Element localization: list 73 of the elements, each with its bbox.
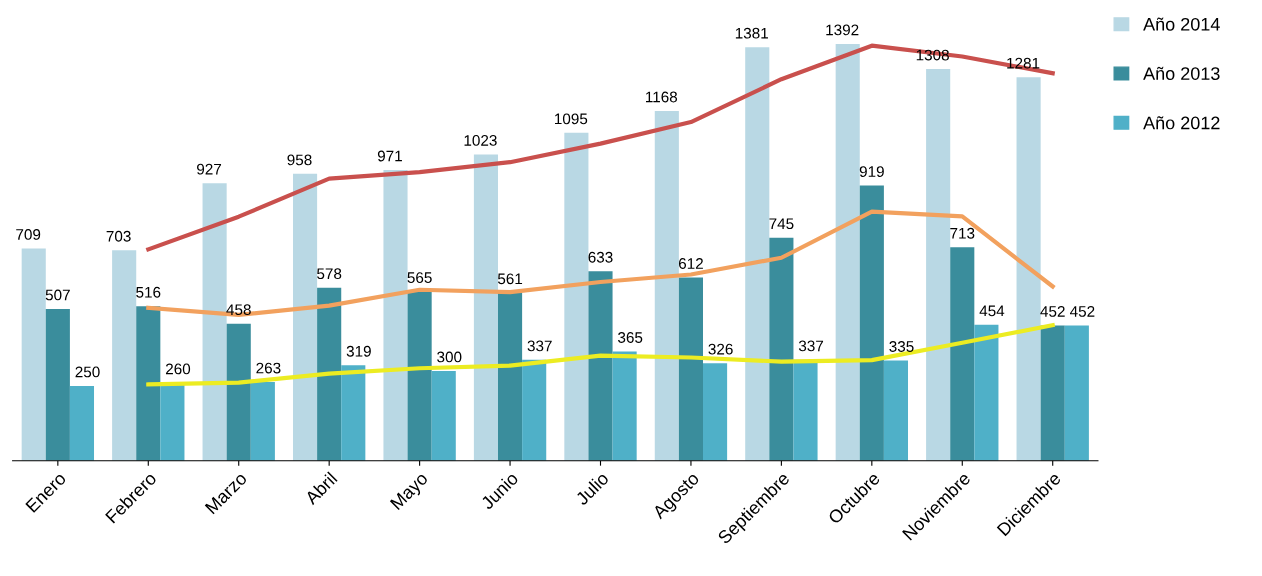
bar [745,47,770,461]
bar [654,110,679,461]
data-label: 337 [527,340,552,352]
bar [564,132,589,461]
bar [612,351,637,461]
bar [112,250,137,461]
bar [498,292,523,461]
bar [21,248,46,461]
bar [926,69,951,461]
bar [769,237,794,461]
data-label: 958 [287,154,312,166]
legend-label: Año 2013 [1143,66,1220,80]
data-label: 971 [377,150,402,162]
data-label: 703 [106,230,131,242]
data-label: 578 [317,268,342,280]
legend-label: Año 2012 [1143,116,1220,130]
data-label: 713 [950,227,975,239]
bar [473,154,498,461]
bar [703,363,728,461]
bar [1040,325,1065,461]
bar [588,271,613,461]
data-label: 365 [618,332,643,343]
data-label: 300 [437,351,462,363]
data-label: 260 [165,363,191,375]
bar [136,306,161,461]
data-label: 633 [588,251,613,263]
bar [950,247,975,461]
data-label: 927 [197,163,222,175]
x-tick-label: Julio [574,471,610,506]
data-label: 335 [889,341,914,352]
data-label: 458 [226,304,251,316]
data-label: 745 [769,218,794,230]
data-label: 1023 [464,135,497,146]
bar [835,43,860,461]
bar [407,291,432,461]
bar [883,360,909,461]
bar [202,183,227,461]
data-label: 612 [678,258,703,269]
bar [522,359,547,461]
data-label: 919 [859,166,884,177]
data-label: 516 [136,286,161,298]
data-label: 454 [979,305,1005,317]
bar [1016,77,1041,461]
data-label: 709 [16,229,41,240]
bar [317,287,342,461]
data-label: 337 [798,340,824,352]
data-label: 1392 [826,24,859,36]
bar [45,308,70,461]
data-label: 1308 [916,49,949,61]
bar [250,382,275,461]
data-label: 561 [497,273,523,285]
data-label: 1095 [555,113,588,125]
bar [678,277,703,461]
bar [859,185,884,461]
data-label: 319 [346,345,371,357]
bar [383,169,408,461]
data-label: 1168 [646,91,678,103]
data-label: 250 [75,366,100,378]
bar [292,173,318,461]
bar [341,365,366,461]
bar [226,323,251,461]
data-label: 263 [256,362,281,374]
data-label: 565 [407,272,432,283]
data-label: 326 [708,343,733,355]
data-label: 507 [45,289,70,301]
data-label: 452 [1070,306,1095,317]
legend-label: Año 2014 [1143,17,1220,31]
data-label: 452 [1040,306,1065,317]
data-label: 1381 [735,27,768,39]
bar [431,370,456,461]
bar [69,385,95,461]
bar [1064,325,1089,461]
bar [974,324,999,461]
